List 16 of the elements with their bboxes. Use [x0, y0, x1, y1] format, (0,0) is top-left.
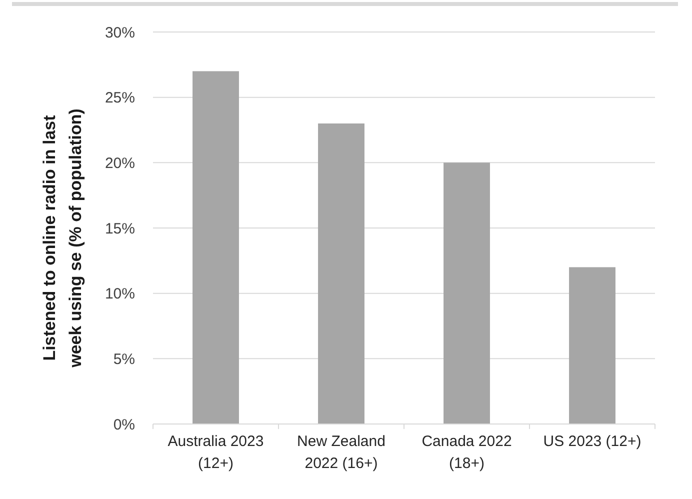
y-tick-label: 20% [104, 154, 135, 172]
x-tick-label: US 2023 (12+) [543, 433, 642, 450]
bar [192, 71, 239, 424]
y-tick-label: 0% [113, 416, 135, 434]
x-tick-label: Canada 2022 (18+) [422, 433, 512, 472]
y-tick-label: 5% [113, 350, 135, 368]
y-tick-label: 25% [104, 90, 135, 107]
y-tick-label: 30% [104, 24, 135, 42]
y-tick-label: 10% [104, 286, 135, 303]
bar [444, 162, 490, 424]
bar [569, 267, 616, 424]
bar [318, 123, 364, 424]
x-tick-label: New Zealand 2022 (16+) [297, 433, 386, 472]
y-tick-label: 15% [104, 220, 135, 238]
x-tick-label: Australia 2023 (12+) [168, 433, 264, 472]
y-axis-title: Listened to online radio in last week using se (% of population) [40, 108, 85, 368]
